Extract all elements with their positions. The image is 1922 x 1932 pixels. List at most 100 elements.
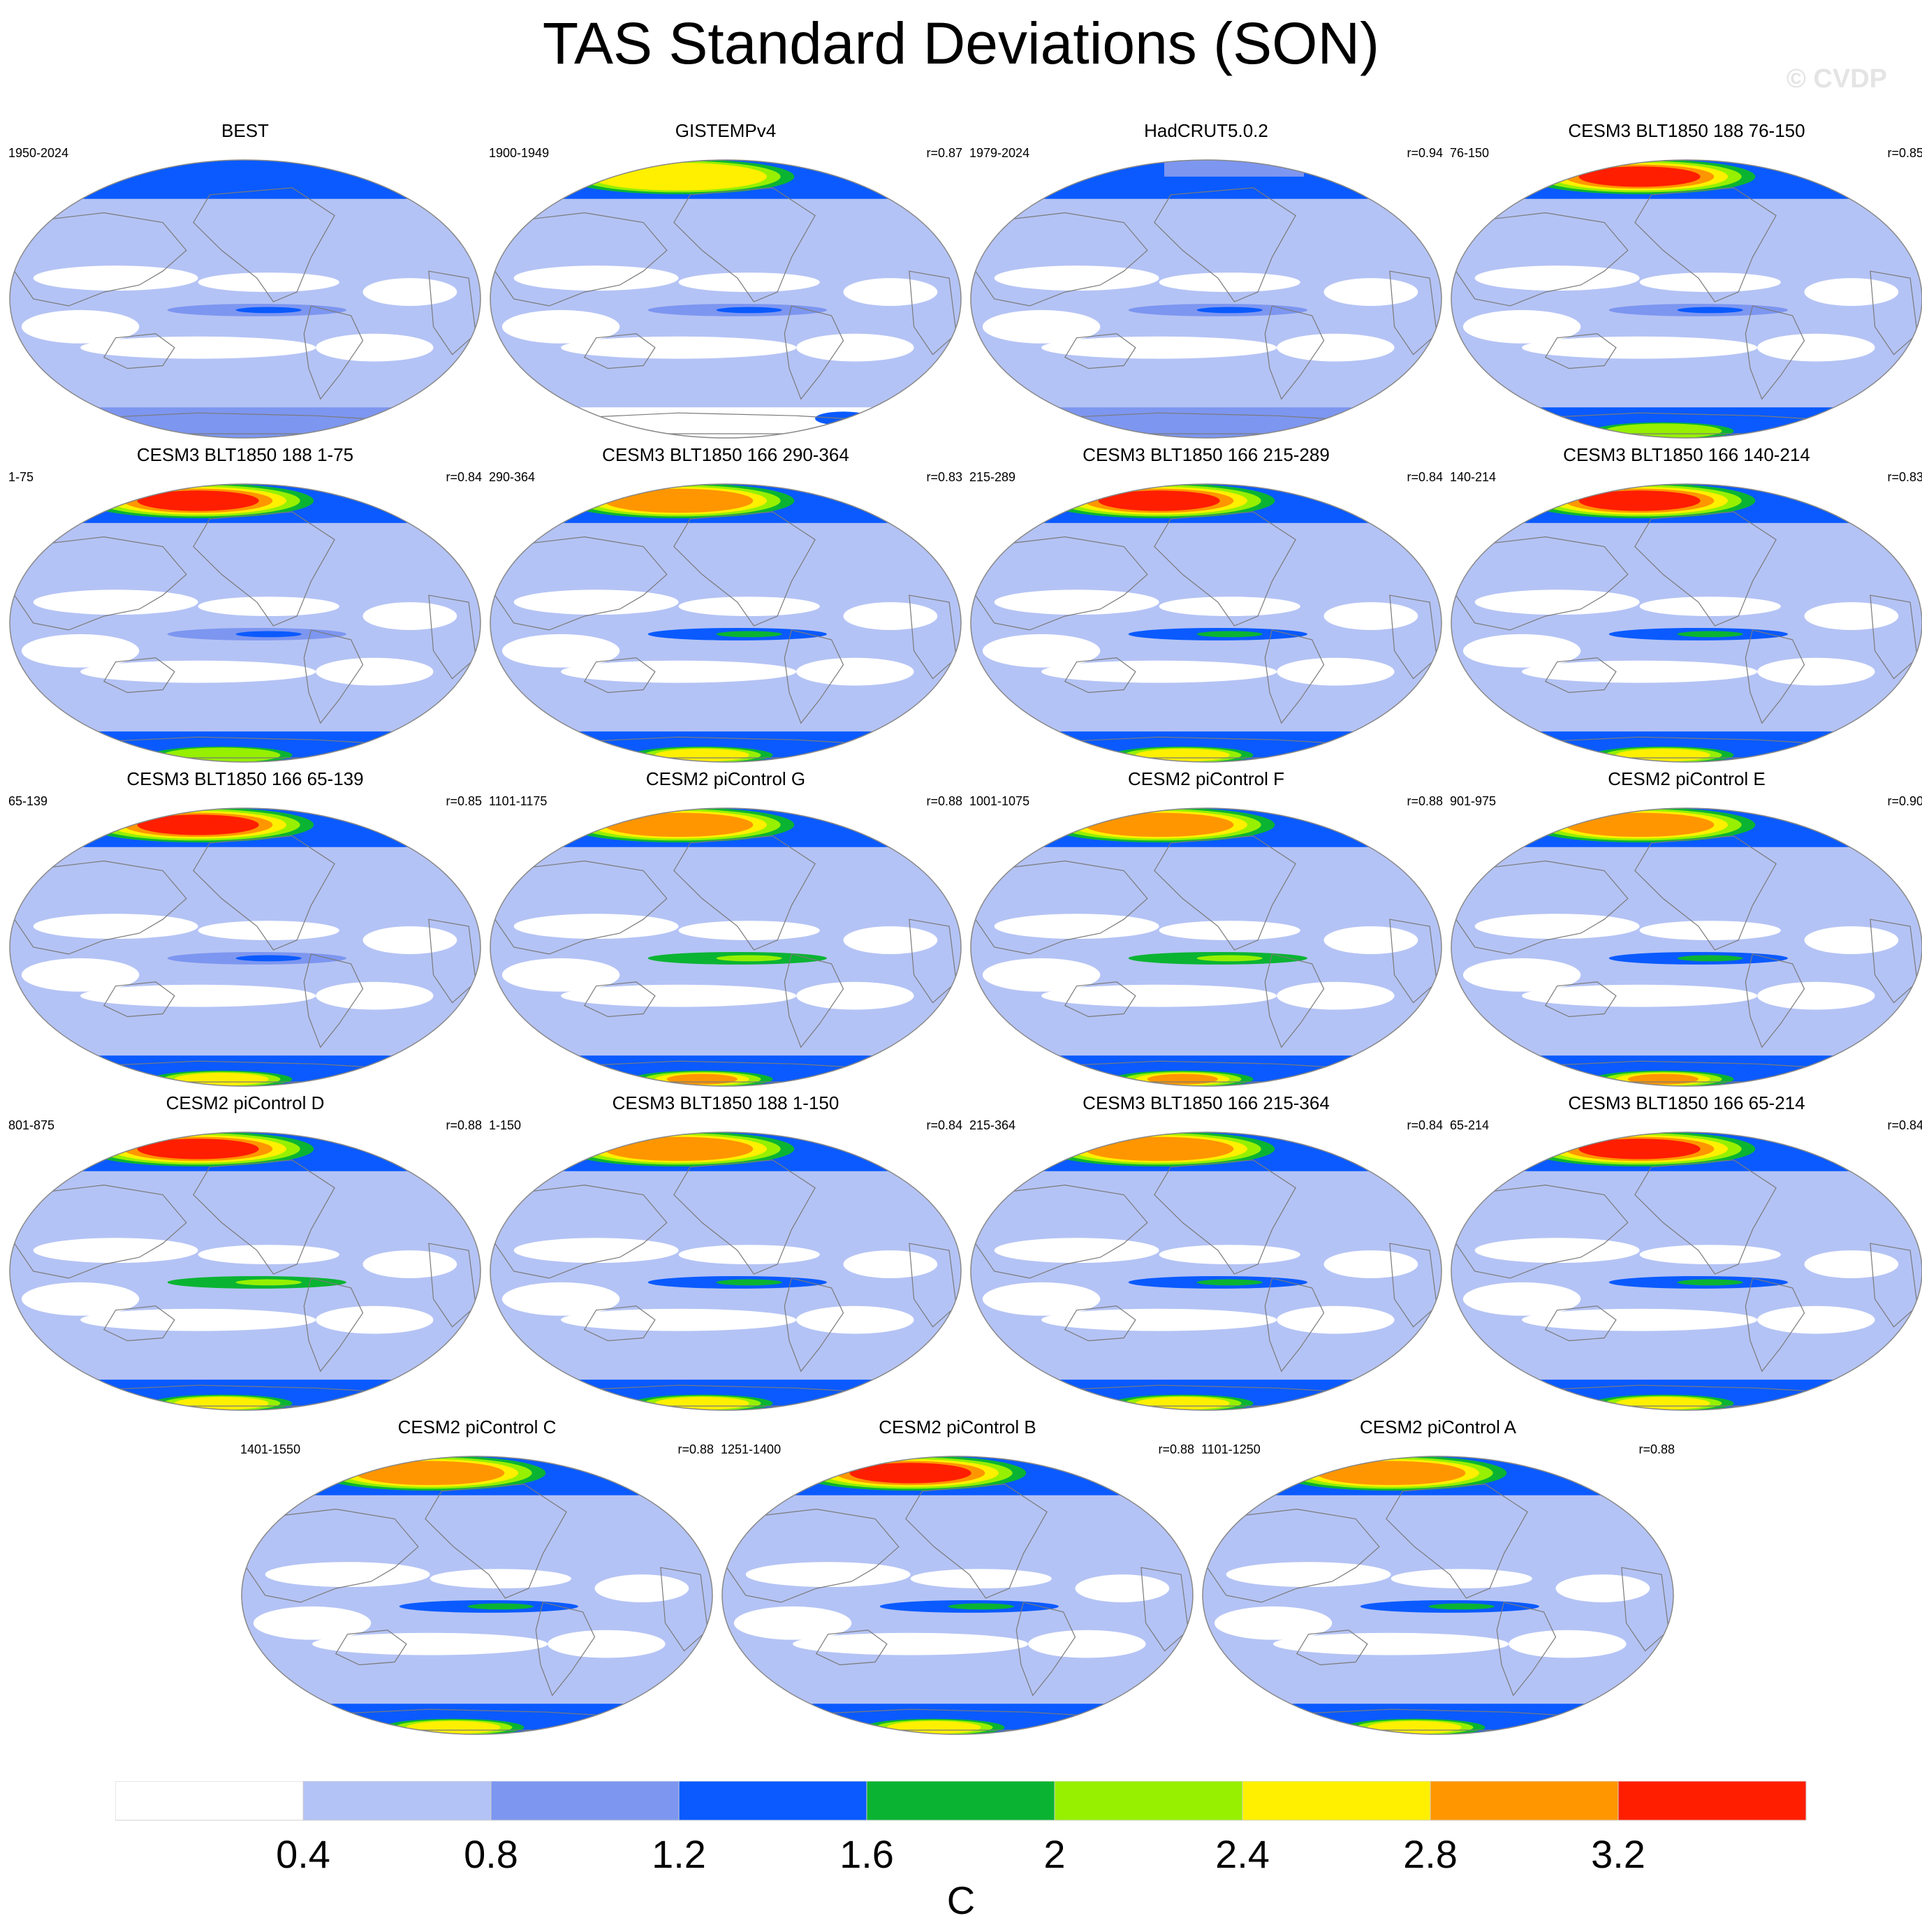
coastline xyxy=(1544,1305,1617,1342)
robinson-map xyxy=(9,159,481,439)
map-border xyxy=(1451,159,1922,439)
map-panel: CESM2 piControl F 1001-1075 r=0.88 xyxy=(969,767,1443,1087)
coastline xyxy=(1264,953,1325,1048)
coastline xyxy=(335,1630,407,1666)
map-border xyxy=(9,483,481,763)
panel-title: CESM2 piControl D xyxy=(166,1092,325,1113)
panel-title: CESM3 BLT1850 166 65-214 xyxy=(1568,1092,1805,1113)
robinson-map xyxy=(1451,483,1922,763)
coastline xyxy=(246,1508,419,1603)
panel-title: CESM3 BLT1850 188 1-75 xyxy=(136,444,354,465)
coastline xyxy=(103,981,175,1018)
coastline xyxy=(673,511,816,627)
panel-period-label: 801-875 xyxy=(8,1118,55,1132)
panel-correlation-label: r=0.83 xyxy=(926,470,962,484)
panel-period-label: 290-364 xyxy=(489,470,536,484)
coastline xyxy=(1389,594,1437,680)
panel-title: CESM3 BLT1850 166 140-214 xyxy=(1563,444,1810,465)
coastline xyxy=(1264,629,1325,724)
map-panel: CESM2 piControl C 1401-1550 r=0.88 xyxy=(240,1415,714,1735)
coastline xyxy=(428,594,476,680)
robinson-map xyxy=(490,807,962,1087)
panel-period-label: 1401-1550 xyxy=(240,1442,301,1456)
map-panel: GISTEMPv4 1900-1949 r=0.87 xyxy=(489,119,962,439)
map-border xyxy=(9,1132,481,1411)
panel-title: CESM2 piControl F xyxy=(1128,768,1284,789)
coastline xyxy=(726,1508,900,1603)
coastline xyxy=(1064,333,1136,369)
map-border xyxy=(1451,483,1922,763)
robinson-map xyxy=(721,1456,1194,1735)
panel-correlation-label: r=0.84 xyxy=(926,1118,962,1132)
coastline xyxy=(673,187,816,302)
map-border xyxy=(490,483,962,763)
panel-title: CESM3 BLT1850 166 65-139 xyxy=(126,768,364,789)
colorbar-swatch-2 xyxy=(490,1781,680,1821)
map-panel: CESM3 BLT1850 188 1-150 1-150 r=0.84 xyxy=(489,1091,962,1411)
map-border xyxy=(970,483,1442,763)
coastline xyxy=(303,1278,364,1373)
coastline xyxy=(1870,919,1918,1004)
page-title: TAS Standard Deviations (SON) xyxy=(542,10,1380,76)
panel-title: HadCRUT5.0.2 xyxy=(1144,120,1268,141)
robinson-map xyxy=(490,1132,962,1411)
coastline xyxy=(494,1184,668,1279)
map-panel: HadCRUT5.0.2 1979-2024 r=0.94 xyxy=(969,119,1443,439)
robinson-map xyxy=(1451,159,1922,439)
coastline xyxy=(494,536,668,631)
coastline xyxy=(975,536,1148,631)
panel-period-label: 1900-1949 xyxy=(489,146,550,160)
colorbar-swatch-1 xyxy=(302,1781,492,1821)
coastline xyxy=(425,1484,567,1599)
coastline xyxy=(1154,187,1296,302)
colorbar-swatch-4 xyxy=(866,1781,1055,1821)
map-border xyxy=(490,159,962,439)
panel-title: CESM2 piControl E xyxy=(1608,768,1766,789)
robinson-map xyxy=(1202,1456,1674,1735)
panel-title: BEST xyxy=(221,120,269,141)
map-panel: CESM2 piControl A 1101-1250 r=0.88 xyxy=(1201,1415,1675,1735)
panel-period-label: 1101-1175 xyxy=(489,794,548,808)
coastline xyxy=(428,1243,476,1328)
panel-period-label: 1-150 xyxy=(489,1118,522,1132)
coastline xyxy=(1015,1602,1076,1697)
coastline xyxy=(1064,657,1136,694)
panel-title: CESM3 BLT1850 166 215-289 xyxy=(1083,444,1330,465)
coastline xyxy=(193,187,335,302)
colorbar-tick-label: 0.4 xyxy=(276,1832,330,1876)
panel-title: CESM2 piControl A xyxy=(1360,1417,1516,1437)
robinson-map xyxy=(490,159,962,439)
map-border xyxy=(1451,1132,1922,1411)
coastline xyxy=(909,919,957,1004)
coastline xyxy=(14,536,187,631)
robinson-map xyxy=(970,1132,1442,1411)
coastline xyxy=(975,1184,1148,1279)
coastline xyxy=(909,594,957,680)
coastline xyxy=(103,657,175,694)
map-border xyxy=(1202,1456,1674,1735)
panel-title: GISTEMPv4 xyxy=(675,120,777,141)
panel-title: CESM2 piControl B xyxy=(879,1417,1036,1437)
map-panel: CESM3 BLT1850 166 290-364 290-364 r=0.83 xyxy=(489,443,962,763)
panel-period-label: 1-75 xyxy=(8,470,34,484)
watermark: © CVDP xyxy=(1786,64,1887,94)
coastline xyxy=(14,212,187,307)
coastline xyxy=(784,305,844,400)
coastline xyxy=(193,511,335,627)
coastline xyxy=(909,1243,957,1328)
map-panel: CESM2 piControl D 801-875 r=0.88 xyxy=(8,1091,482,1411)
coastline xyxy=(1064,981,1136,1018)
coastline xyxy=(1455,1184,1629,1279)
panel-correlation-label: r=0.88 xyxy=(677,1442,714,1456)
coastline xyxy=(905,1484,1048,1599)
panel-period-label: 901-975 xyxy=(1450,794,1497,808)
coastline xyxy=(583,657,656,694)
coastline xyxy=(583,981,656,1018)
coastline xyxy=(14,1184,187,1279)
map-panel: CESM3 BLT1850 166 215-289 215-289 r=0.84 xyxy=(969,443,1443,763)
map-panel: CESM3 BLT1850 166 65-214 65-214 r=0.84 xyxy=(1450,1091,1922,1411)
coastline xyxy=(1634,511,1777,627)
coastline xyxy=(1745,953,1805,1048)
map-border xyxy=(721,1456,1194,1735)
colorbar-swatch-0 xyxy=(115,1781,304,1821)
